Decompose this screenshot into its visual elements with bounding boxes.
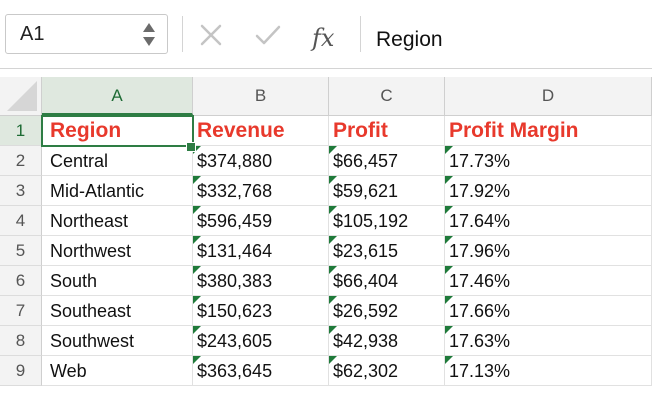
region-cell[interactable]: Web (42, 356, 193, 386)
error-indicator-icon (193, 236, 201, 244)
divider (360, 16, 361, 52)
region-cell[interactable]: Northeast (42, 206, 193, 236)
row-header[interactable]: 4 (0, 206, 42, 236)
region-cell[interactable]: Mid-Atlantic (42, 176, 193, 206)
error-indicator-icon (445, 176, 453, 184)
profit-cell[interactable]: $105,192 (329, 206, 445, 236)
chevron-up-icon[interactable] (143, 23, 155, 32)
cell-d1[interactable]: Profit Margin (445, 116, 652, 146)
profit-cell[interactable]: $59,621 (329, 176, 445, 206)
table-row: 7 Southeast $150,623 $26,592 17.66% (0, 296, 652, 326)
margin-cell[interactable]: 17.66% (445, 296, 652, 326)
column-header-d[interactable]: D (445, 77, 652, 115)
row-header[interactable]: 1 (0, 116, 42, 146)
error-indicator-icon (329, 356, 337, 364)
error-indicator-icon (329, 326, 337, 334)
error-indicator-icon (445, 146, 453, 154)
error-indicator-icon (329, 176, 337, 184)
table-row: 6 South $380,383 $66,404 17.46% (0, 266, 652, 296)
region-cell[interactable]: South (42, 266, 193, 296)
revenue-cell[interactable]: $380,383 (193, 266, 329, 296)
error-indicator-icon (445, 356, 453, 364)
fill-handle[interactable] (186, 142, 196, 152)
error-indicator-icon (193, 206, 201, 214)
name-box-value: A1 (20, 23, 45, 45)
divider (182, 16, 183, 52)
margin-cell[interactable]: 17.63% (445, 326, 652, 356)
revenue-cell[interactable]: $363,645 (193, 356, 329, 386)
region-cell[interactable]: Northwest (42, 236, 193, 266)
revenue-cell[interactable]: $374,880 (193, 146, 329, 176)
margin-cell[interactable]: 17.13% (445, 356, 652, 386)
row-header[interactable]: 2 (0, 146, 42, 176)
close-icon[interactable] (198, 22, 224, 48)
error-indicator-icon (445, 206, 453, 214)
margin-cell[interactable]: 17.46% (445, 266, 652, 296)
revenue-cell[interactable]: $243,605 (193, 326, 329, 356)
profit-cell[interactable]: $66,404 (329, 266, 445, 296)
region-cell[interactable]: Central (42, 146, 193, 176)
error-indicator-icon (445, 296, 453, 304)
error-indicator-icon (193, 356, 201, 364)
profit-cell[interactable]: $62,302 (329, 356, 445, 386)
region-cell[interactable]: Southwest (42, 326, 193, 356)
profit-cell[interactable]: $66,457 (329, 146, 445, 176)
column-header-row: A B C D (0, 77, 652, 116)
table-row: 4 Northeast $596,459 $105,192 17.64% (0, 206, 652, 236)
error-indicator-icon (445, 236, 453, 244)
revenue-cell[interactable]: $150,623 (193, 296, 329, 326)
row-header[interactable]: 7 (0, 296, 42, 326)
table-row: 3 Mid-Atlantic $332,768 $59,621 17.92% (0, 176, 652, 206)
select-all-icon (7, 81, 37, 111)
name-box[interactable]: A1 (5, 14, 168, 54)
table-row: 1 Region Revenue Profit Profit Margin (0, 116, 652, 146)
cell-a1[interactable]: Region (42, 116, 193, 146)
profit-cell[interactable]: $23,615 (329, 236, 445, 266)
error-indicator-icon (329, 236, 337, 244)
column-header-b[interactable]: B (193, 77, 329, 115)
table-row: 2 Central $374,880 $66,457 17.73% (0, 146, 652, 176)
checkmark-icon[interactable] (254, 22, 282, 48)
region-cell[interactable]: Southeast (42, 296, 193, 326)
table-row: 5 Northwest $131,464 $23,615 17.96% (0, 236, 652, 266)
error-indicator-icon (193, 296, 201, 304)
error-indicator-icon (193, 146, 201, 154)
error-indicator-icon (445, 326, 453, 334)
margin-cell[interactable]: 17.96% (445, 236, 652, 266)
cell-c1[interactable]: Profit (329, 116, 445, 146)
error-indicator-icon (329, 266, 337, 274)
chevron-down-icon[interactable] (143, 37, 155, 46)
table-row: 9 Web $363,645 $62,302 17.13% (0, 356, 652, 386)
row-header[interactable]: 3 (0, 176, 42, 206)
row-header[interactable]: 6 (0, 266, 42, 296)
formula-content[interactable]: Region (376, 28, 443, 51)
row-header[interactable]: 5 (0, 236, 42, 266)
error-indicator-icon (445, 266, 453, 274)
error-indicator-icon (193, 326, 201, 334)
error-indicator-icon (193, 176, 201, 184)
error-indicator-icon (329, 146, 337, 154)
revenue-cell[interactable]: $332,768 (193, 176, 329, 206)
error-indicator-icon (329, 296, 337, 304)
error-indicator-icon (193, 266, 201, 274)
margin-cell[interactable]: 17.92% (445, 176, 652, 206)
column-header-a[interactable]: A (42, 77, 193, 115)
name-box-spinner[interactable] (143, 21, 157, 49)
margin-cell[interactable]: 17.73% (445, 146, 652, 176)
margin-cell[interactable]: 17.64% (445, 206, 652, 236)
formula-bar: A1 fx Region (0, 0, 652, 69)
revenue-cell[interactable]: $596,459 (193, 206, 329, 236)
revenue-cell[interactable]: $131,464 (193, 236, 329, 266)
profit-cell[interactable]: $42,938 (329, 326, 445, 356)
row-header[interactable]: 8 (0, 326, 42, 356)
column-header-c[interactable]: C (329, 77, 445, 115)
profit-cell[interactable]: $26,592 (329, 296, 445, 326)
function-icon[interactable]: fx (312, 24, 335, 52)
cell-b1[interactable]: Revenue (193, 116, 329, 146)
error-indicator-icon (329, 206, 337, 214)
select-all-corner[interactable] (0, 77, 42, 115)
row-header[interactable]: 9 (0, 356, 42, 386)
table-row: 8 Southwest $243,605 $42,938 17.63% (0, 326, 652, 356)
